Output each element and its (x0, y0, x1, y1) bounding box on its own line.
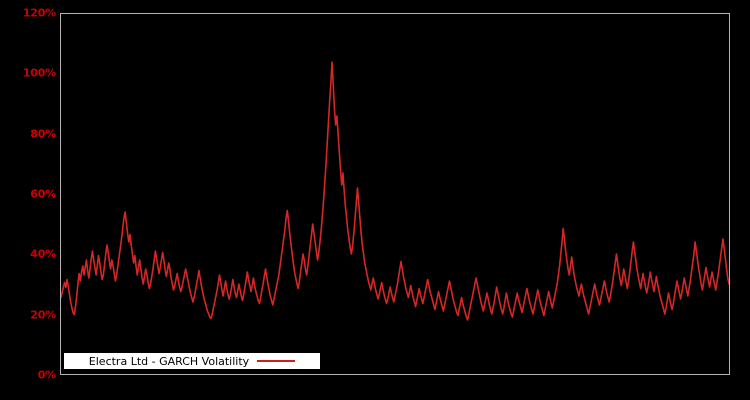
y-axis-tick-label: 120% (22, 6, 56, 20)
y-axis-tick-label: 40% (30, 247, 56, 261)
y-axis-tick-label: 20% (30, 308, 56, 322)
y-axis-tick-label: 60% (30, 187, 56, 201)
volatility-series-svg (61, 61, 729, 321)
plot-area (60, 13, 730, 375)
y-axis-tick-label: 0% (37, 368, 56, 382)
y-axis-tick-labels: 120% 100% 80% 60% 40% 20% 0% (0, 0, 56, 400)
y-axis-tick-label: 100% (22, 66, 56, 80)
y-axis-tick-label: 80% (30, 127, 56, 141)
legend-line-swatch (257, 360, 296, 362)
legend-label: Electra Ltd - GARCH Volatility (88, 354, 250, 368)
garch-volatility-line (61, 61, 729, 321)
legend-box: Electra Ltd - GARCH Volatility (64, 353, 320, 369)
